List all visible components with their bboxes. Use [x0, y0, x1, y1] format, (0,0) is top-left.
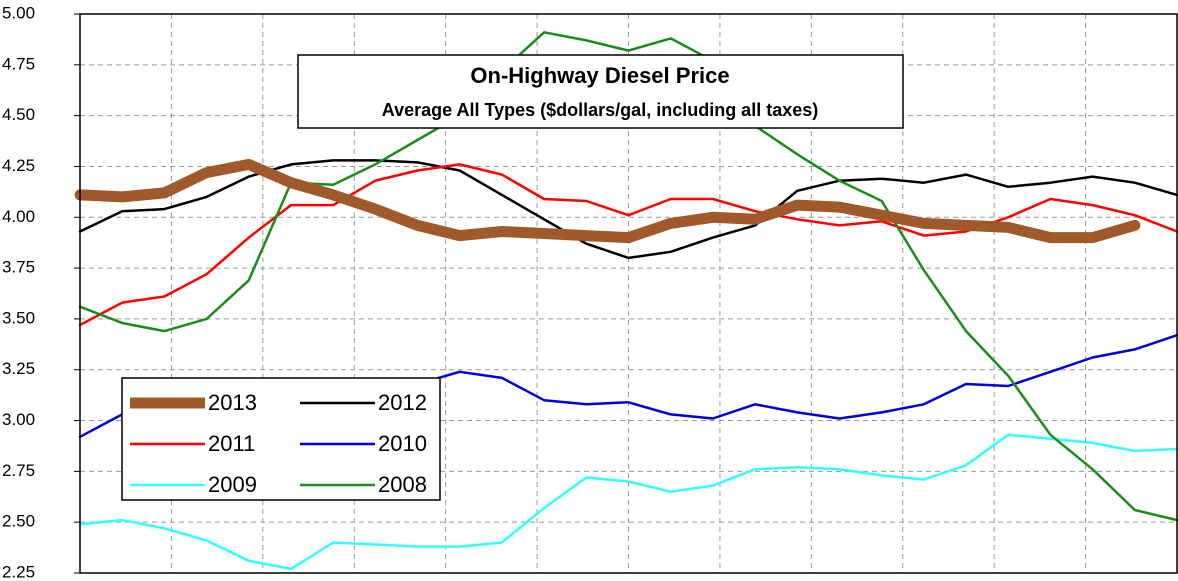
y-tick-label: 4.25	[2, 156, 35, 175]
chart-title: On-Highway Diesel Price	[470, 63, 729, 88]
legend-label: 2008	[378, 472, 427, 497]
plot	[74, 31, 1178, 571]
plot-frame	[79, 13, 1178, 574]
legend-box	[121, 377, 441, 501]
chart-subtitle: Average All Types ($dollars/gal, includi…	[382, 100, 818, 120]
y-tick-label: 5.00	[2, 3, 35, 22]
legend-label: 2012	[378, 390, 427, 415]
y-tick-label: 3.25	[2, 359, 35, 378]
legend-label: 2013	[208, 390, 257, 415]
legend-label: 2010	[378, 431, 427, 456]
y-tick-label: 3.75	[2, 258, 35, 277]
y-tick-label: 4.75	[2, 54, 35, 73]
series-line	[74, 158, 1141, 244]
y-tick-label: 4.50	[2, 105, 35, 124]
title-box	[297, 54, 904, 129]
legend-label: 2009	[208, 472, 257, 497]
legend-label: 2011	[208, 431, 255, 456]
series-line	[78, 31, 1178, 522]
y-tick-label: 3.50	[2, 308, 35, 327]
y-tick-label: 3.00	[2, 410, 35, 429]
y-tick-label: 2.25	[2, 562, 35, 581]
y-tick-label: 2.75	[2, 461, 35, 480]
y-tick-label: 2.50	[2, 512, 35, 531]
legend: 2013 2012 2011 2010 2009 2008	[130, 390, 427, 497]
series-line	[78, 433, 1178, 571]
y-tick-label: 4.00	[2, 207, 35, 226]
